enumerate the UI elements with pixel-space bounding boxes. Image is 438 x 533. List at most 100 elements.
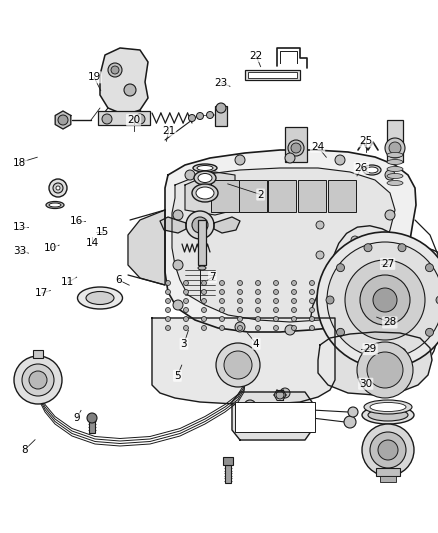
Circle shape xyxy=(335,188,349,202)
Ellipse shape xyxy=(198,174,212,182)
Ellipse shape xyxy=(370,402,406,411)
Circle shape xyxy=(292,298,297,303)
Ellipse shape xyxy=(364,400,412,414)
Ellipse shape xyxy=(387,152,403,157)
Circle shape xyxy=(255,289,261,295)
Circle shape xyxy=(224,351,252,379)
Circle shape xyxy=(335,322,345,332)
Circle shape xyxy=(237,326,243,330)
Circle shape xyxy=(218,188,232,202)
Text: 14: 14 xyxy=(85,238,99,247)
Circle shape xyxy=(201,298,206,303)
Circle shape xyxy=(102,114,112,124)
Circle shape xyxy=(292,326,297,330)
Circle shape xyxy=(56,186,60,190)
Circle shape xyxy=(276,391,284,399)
Circle shape xyxy=(345,260,425,340)
Ellipse shape xyxy=(192,184,218,202)
Circle shape xyxy=(310,308,314,312)
Circle shape xyxy=(188,115,195,122)
Circle shape xyxy=(237,289,243,295)
Circle shape xyxy=(336,328,345,336)
Ellipse shape xyxy=(366,167,378,173)
Ellipse shape xyxy=(387,174,403,179)
Circle shape xyxy=(310,326,314,330)
Bar xyxy=(225,465,231,483)
Circle shape xyxy=(425,328,434,336)
Circle shape xyxy=(166,308,170,312)
Bar xyxy=(239,180,267,212)
Ellipse shape xyxy=(196,187,214,199)
Bar xyxy=(89,418,95,433)
Bar xyxy=(198,220,206,265)
Circle shape xyxy=(237,317,243,321)
Text: 13: 13 xyxy=(13,222,26,231)
Circle shape xyxy=(201,280,206,286)
Ellipse shape xyxy=(363,165,381,175)
Circle shape xyxy=(385,138,405,158)
Circle shape xyxy=(310,317,314,321)
Circle shape xyxy=(273,298,279,303)
Circle shape xyxy=(310,289,314,295)
Circle shape xyxy=(201,317,206,321)
Ellipse shape xyxy=(387,166,403,172)
Bar xyxy=(328,180,356,212)
Circle shape xyxy=(288,140,304,156)
Circle shape xyxy=(213,183,237,207)
Bar xyxy=(211,180,239,212)
Circle shape xyxy=(53,183,63,193)
Circle shape xyxy=(185,170,195,180)
Circle shape xyxy=(14,356,62,404)
Bar xyxy=(380,476,396,482)
Circle shape xyxy=(398,244,406,252)
Circle shape xyxy=(367,352,403,388)
Circle shape xyxy=(219,308,225,312)
Circle shape xyxy=(87,413,97,423)
Text: 20: 20 xyxy=(127,115,140,125)
Circle shape xyxy=(246,188,260,202)
Circle shape xyxy=(201,308,206,312)
Text: 8: 8 xyxy=(21,446,28,455)
Text: 2: 2 xyxy=(257,190,264,199)
Circle shape xyxy=(184,298,188,303)
Circle shape xyxy=(201,289,206,295)
Circle shape xyxy=(216,343,260,387)
Circle shape xyxy=(310,298,314,303)
Circle shape xyxy=(219,298,225,303)
Text: 16: 16 xyxy=(70,216,83,226)
Circle shape xyxy=(237,308,243,312)
Circle shape xyxy=(292,289,297,295)
Circle shape xyxy=(184,308,188,312)
Circle shape xyxy=(166,289,170,295)
Circle shape xyxy=(300,183,324,207)
Circle shape xyxy=(255,308,261,312)
Circle shape xyxy=(216,103,226,113)
Circle shape xyxy=(192,217,208,233)
Circle shape xyxy=(385,170,395,180)
Circle shape xyxy=(241,183,265,207)
Circle shape xyxy=(385,300,395,310)
Circle shape xyxy=(237,298,243,303)
Circle shape xyxy=(285,325,295,335)
Circle shape xyxy=(310,280,314,286)
Circle shape xyxy=(373,288,397,312)
Circle shape xyxy=(327,242,438,358)
Circle shape xyxy=(370,432,406,468)
Circle shape xyxy=(255,326,261,330)
Circle shape xyxy=(273,317,279,321)
Polygon shape xyxy=(152,318,335,404)
Circle shape xyxy=(166,298,170,303)
Circle shape xyxy=(285,153,295,163)
Text: 17: 17 xyxy=(35,288,48,298)
Text: 3: 3 xyxy=(180,339,187,349)
Circle shape xyxy=(166,280,170,286)
Circle shape xyxy=(335,155,345,165)
Text: 29: 29 xyxy=(364,344,377,354)
Ellipse shape xyxy=(198,266,206,270)
Circle shape xyxy=(219,326,225,330)
Circle shape xyxy=(124,84,136,96)
Circle shape xyxy=(389,142,401,154)
Text: 30: 30 xyxy=(359,379,372,389)
Circle shape xyxy=(305,188,319,202)
Circle shape xyxy=(29,371,47,389)
